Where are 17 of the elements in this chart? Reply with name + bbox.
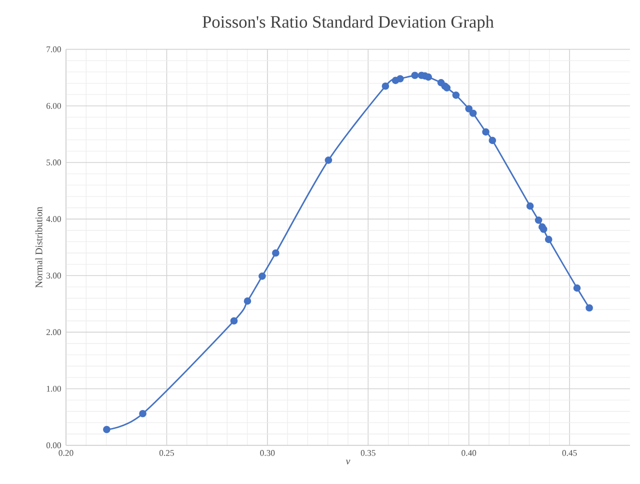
y-tick-label: 2.00 [46,329,61,336]
y-tick-label: 5.00 [46,160,61,166]
x-tick-label: 0.30 [260,450,275,456]
x-axis-title: v [346,460,350,464]
y-axis-title: Normal Distribution [35,206,42,288]
y-tick-label: 4.00 [46,216,61,222]
x-tick-label: 0.40 [462,450,476,456]
x-tick-label: 0.45 [562,450,577,456]
x-tick-label: 0.35 [360,450,376,456]
chart-title: Poisson's Ratio Standard Deviation Graph [202,16,494,32]
y-tick-label: 1.00 [46,386,61,392]
x-tick-label: 0.25 [159,450,174,456]
y-tick-label: 3.00 [46,272,61,279]
y-tick-label: 7.00 [46,46,61,52]
y-tick-label: 0.00 [46,442,61,448]
y-tick-label: 6.00 [46,102,61,109]
x-tick-label: 0.20 [58,450,74,456]
